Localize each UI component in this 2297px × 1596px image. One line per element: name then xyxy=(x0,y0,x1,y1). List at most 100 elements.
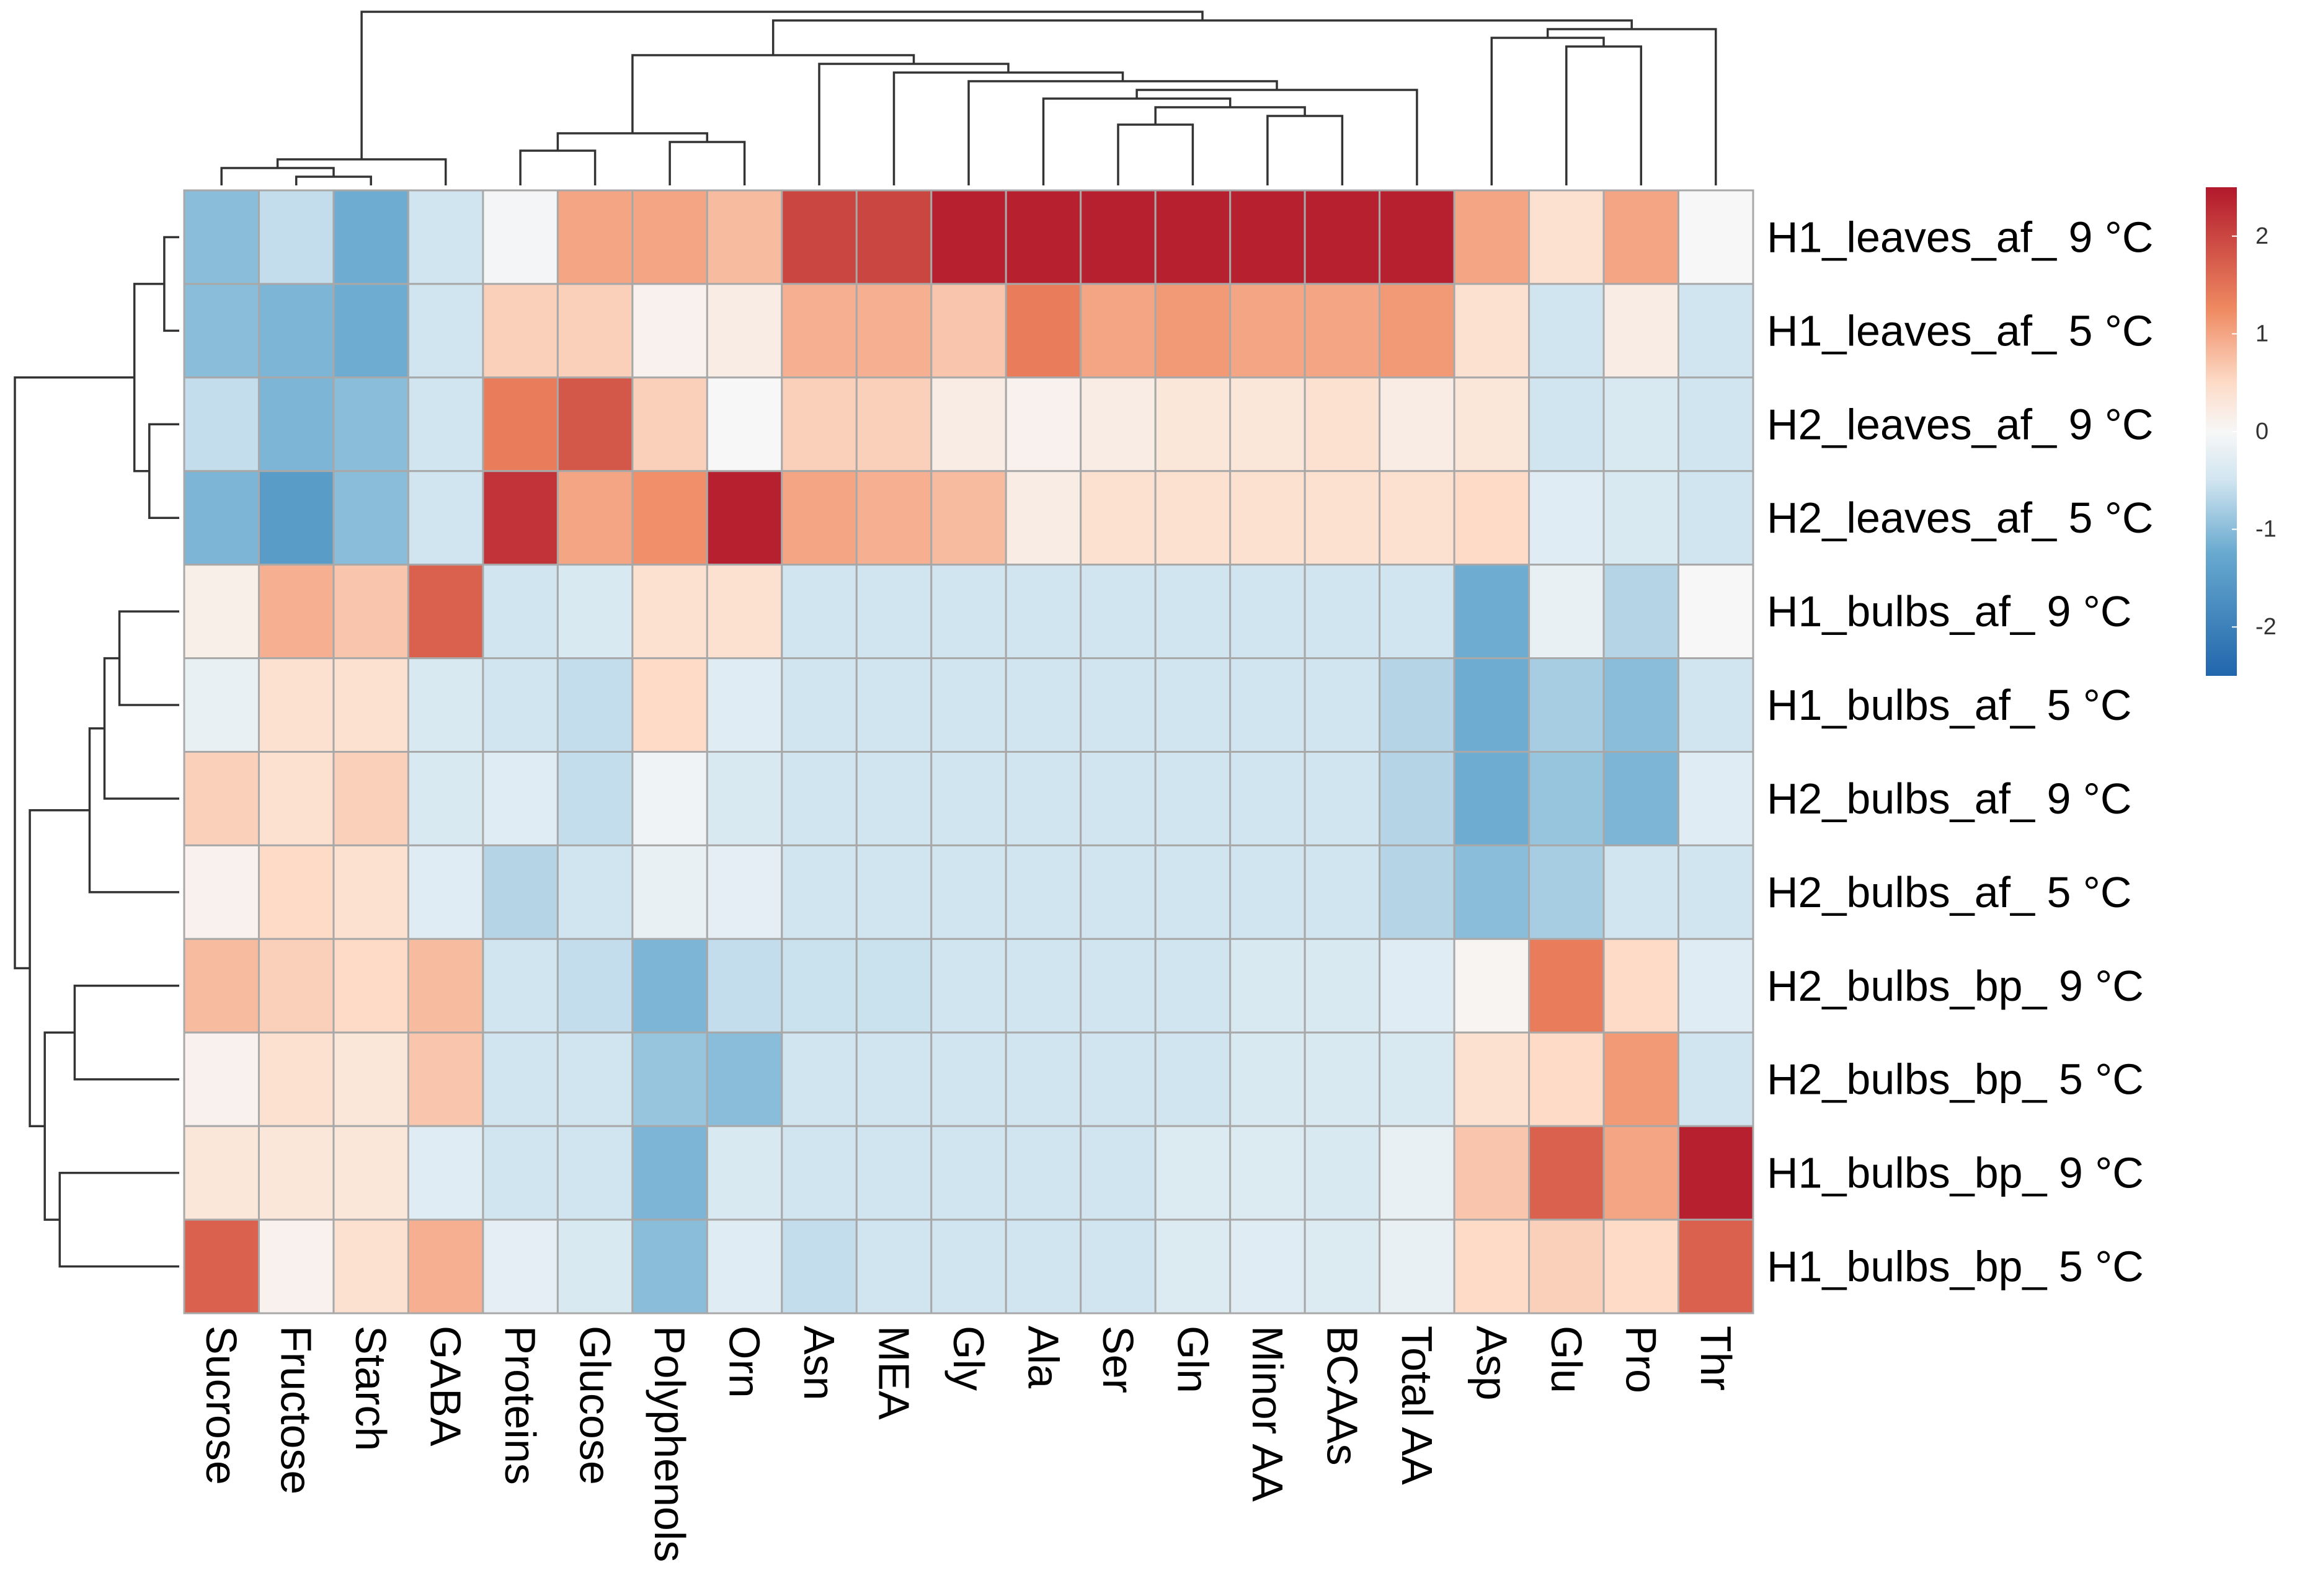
heatmap-cell-r3-c17 xyxy=(1453,470,1531,566)
heatmap-cell-r10-c9 xyxy=(855,1125,933,1221)
heatmap-cell-r7-c12 xyxy=(1080,844,1157,940)
heatmap-cell-r9-c13 xyxy=(1154,1031,1232,1127)
heatmap-cell-r2-c9 xyxy=(855,376,933,472)
heatmap-cell-r1-c16 xyxy=(1379,283,1455,379)
heatmap-cell-r4-c17 xyxy=(1453,564,1531,660)
heatmap-cell-r8-c14 xyxy=(1229,938,1306,1034)
column-label-4: Proteins xyxy=(496,1326,544,1485)
heatmap-cell-r1-c10 xyxy=(930,283,1007,379)
heatmap-cell-r2-c15 xyxy=(1304,376,1381,472)
heatmap-cell-r4-c13 xyxy=(1154,564,1232,660)
heatmap-cell-r6-c0 xyxy=(183,751,260,846)
heatmap-cell-r2-c16 xyxy=(1379,376,1455,472)
heatmap-cell-r11-c0 xyxy=(183,1218,260,1314)
color-legend: 2 1 0 -1 -2 xyxy=(2206,187,2277,676)
heatmap-cell-r0-c18 xyxy=(1528,189,1605,285)
row-label-4: H1_bulbs_af_ 9 °C xyxy=(1767,587,2131,636)
heatmap-cell-r11-c13 xyxy=(1154,1218,1232,1314)
heatmap-cell-r6-c10 xyxy=(930,751,1007,846)
column-label-1: Fructose xyxy=(272,1326,321,1494)
heatmap-cell-r10-c8 xyxy=(781,1125,858,1221)
heatmap-cell-r1-c9 xyxy=(855,283,933,379)
legend-colorbar xyxy=(2206,187,2237,676)
heatmap-cell-r1-c1 xyxy=(257,283,335,379)
heatmap-cell-r8-c7 xyxy=(706,938,783,1034)
heatmap-cell-r8-c0 xyxy=(183,938,260,1034)
heatmap-cell-r9-c15 xyxy=(1304,1031,1381,1127)
heatmap-cell-r3-c0 xyxy=(183,470,260,566)
heatmap-cell-r7-c15 xyxy=(1304,844,1381,940)
heatmap-cell-r2-c8 xyxy=(781,376,858,472)
heatmap-cell-r4-c18 xyxy=(1528,564,1605,660)
heatmap-cell-r11-c10 xyxy=(930,1218,1007,1314)
column-label-20: Thr xyxy=(1692,1326,1740,1391)
heatmap-cell-r8-c13 xyxy=(1154,938,1232,1034)
heatmap-cell-r0-c7 xyxy=(706,189,783,285)
heatmap-cell-r5-c1 xyxy=(257,657,335,753)
heatmap-cell-r2-c1 xyxy=(257,376,335,472)
heatmap-cell-r0-c20 xyxy=(1677,189,1754,285)
legend-tick-label-1: 1 xyxy=(2255,321,2268,347)
heatmap-cell-r1-c3 xyxy=(407,283,484,379)
heatmap-cell-r2-c20 xyxy=(1677,376,1754,472)
heatmap-cell-r5-c18 xyxy=(1528,657,1605,753)
heatmap-cell-r6-c6 xyxy=(631,751,708,846)
heatmap-cell-r3-c11 xyxy=(1005,470,1082,566)
heatmap-cells xyxy=(183,189,1754,1314)
heatmap-cell-r7-c4 xyxy=(482,844,559,940)
heatmap-cell-r1-c7 xyxy=(706,283,783,379)
heatmap-cell-r3-c1 xyxy=(257,470,335,566)
heatmap-cell-r0-c12 xyxy=(1080,189,1157,285)
heatmap-cell-r5-c10 xyxy=(930,657,1007,753)
heatmap-cell-r10-c4 xyxy=(482,1125,559,1221)
heatmap-cell-r6-c9 xyxy=(855,751,933,846)
heatmap-cell-r5-c4 xyxy=(482,657,559,753)
legend-tick-label-0: 2 xyxy=(2255,223,2268,249)
heatmap-cell-r7-c2 xyxy=(332,844,409,940)
heatmap-cell-r10-c16 xyxy=(1379,1125,1455,1221)
heatmap-cell-r7-c8 xyxy=(781,844,858,940)
heatmap-cell-r1-c12 xyxy=(1080,283,1157,379)
heatmap-cell-r8-c8 xyxy=(781,938,858,1034)
heatmap-cell-r10-c1 xyxy=(257,1125,335,1221)
heatmap-cell-r0-c16 xyxy=(1379,189,1455,285)
heatmap-cell-r3-c15 xyxy=(1304,470,1381,566)
heatmap-cell-r7-c10 xyxy=(930,844,1007,940)
heatmap-cell-r6-c16 xyxy=(1379,751,1455,846)
row-labels: H1_leaves_af_ 9 °C H1_leaves_af_ 5 °C H2_l… xyxy=(1767,213,2153,1290)
heatmap-cell-r6-c11 xyxy=(1005,751,1082,846)
legend-tick-label-4: -2 xyxy=(2255,614,2277,640)
heatmap-cell-r2-c17 xyxy=(1453,376,1531,472)
heatmap-cell-r10-c7 xyxy=(706,1125,783,1221)
heatmap-cell-r11-c12 xyxy=(1080,1218,1157,1314)
heatmap-cell-r8-c20 xyxy=(1677,938,1754,1034)
column-label-14: Minor AA xyxy=(1243,1326,1292,1502)
heatmap-cell-r7-c9 xyxy=(855,844,933,940)
heatmap-cell-r7-c20 xyxy=(1677,844,1754,940)
heatmap-cell-r2-c4 xyxy=(482,376,559,472)
heatmap-cell-r10-c0 xyxy=(183,1125,260,1221)
heatmap-cell-r10-c19 xyxy=(1602,1125,1680,1221)
heatmap-cell-r8-c10 xyxy=(930,938,1007,1034)
heatmap-cell-r1-c8 xyxy=(781,283,858,379)
heatmap-cell-r3-c5 xyxy=(556,470,634,566)
heatmap-cell-r4-c5 xyxy=(556,564,634,660)
row-label-9: H2_bulbs_bp_ 5 °C xyxy=(1767,1055,2144,1104)
heatmap-cell-r3-c16 xyxy=(1379,470,1455,566)
heatmap-cell-r10-c2 xyxy=(332,1125,409,1221)
heatmap-cell-r0-c13 xyxy=(1154,189,1232,285)
heatmap-cell-r5-c13 xyxy=(1154,657,1232,753)
legend-tick-label-2: 0 xyxy=(2255,419,2268,445)
heatmap-cell-r5-c11 xyxy=(1005,657,1082,753)
heatmap-cell-r9-c2 xyxy=(332,1031,409,1127)
heatmap-cell-r8-c4 xyxy=(482,938,559,1034)
heatmap-cell-r6-c20 xyxy=(1677,751,1754,846)
heatmap-cell-r9-c6 xyxy=(631,1031,708,1127)
heatmap-cell-r5-c19 xyxy=(1602,657,1680,753)
heatmap-cell-r5-c15 xyxy=(1304,657,1381,753)
heatmap-cell-r0-c8 xyxy=(781,189,858,285)
heatmap-cell-r5-c8 xyxy=(781,657,858,753)
heatmap-cell-r8-c15 xyxy=(1304,938,1381,1034)
heatmap-cell-r6-c1 xyxy=(257,751,335,846)
heatmap-cell-r11-c20 xyxy=(1677,1218,1754,1314)
